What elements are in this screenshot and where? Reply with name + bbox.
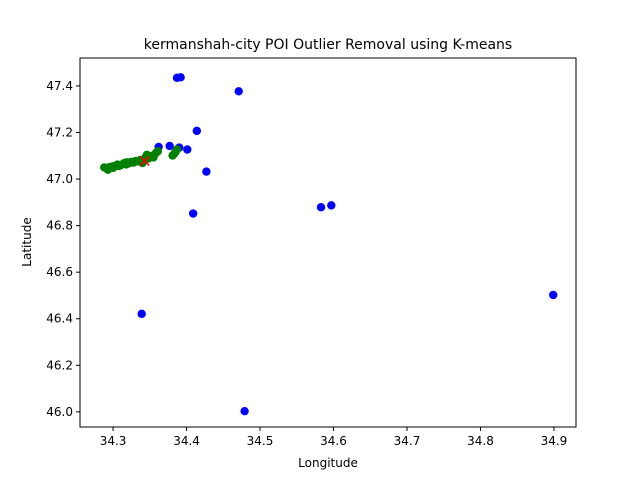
outliers-point-2: [234, 87, 243, 96]
y-axis-ticks: 46.0 46.2 46.4 46.6 46.8 47.0 47.2 47.4: [46, 79, 80, 419]
outliers-point-13: [137, 309, 146, 319]
data-marks: [100, 73, 558, 416]
outliers-point-5: [165, 141, 174, 151]
outliers-point-12: [549, 290, 558, 300]
x-axis-label: Longitude: [298, 456, 358, 470]
y-tick-label: 46.8: [46, 219, 73, 233]
x-tick-label: 34.8: [467, 434, 494, 448]
plot-frame: [79, 57, 577, 428]
y-tick-label: 47.2: [46, 125, 73, 139]
inliers-point-29: [153, 146, 163, 156]
y-tick-label: 46.0: [46, 405, 73, 419]
x-axis-ticks: 34.3 34.4 34.5 34.6 34.7 34.8 34.9: [100, 427, 568, 448]
outliers-point-8: [202, 167, 211, 176]
x-tick-label: 34.3: [100, 434, 127, 448]
y-tick-label: 47.4: [46, 79, 73, 93]
x-tick-label: 34.5: [247, 434, 274, 448]
outliers-point-11: [327, 201, 336, 210]
y-tick-label: 46.6: [46, 265, 73, 279]
outliers-point-7: [183, 145, 192, 154]
inliers-point-33: [172, 145, 182, 154]
x-tick-label: 34.6: [320, 434, 347, 448]
inliers-point-35: [122, 160, 131, 169]
outliers-point-10: [316, 203, 326, 212]
x-tick-label: 34.9: [541, 434, 568, 448]
outliers-point-1: [176, 73, 185, 82]
y-axis-label: Latitude: [20, 217, 34, 266]
outliers-point-14: [240, 406, 249, 416]
outliers-point-9: [188, 209, 198, 218]
cluster-center-marker: [139, 155, 150, 166]
outliers-point-3: [192, 126, 202, 136]
x-tick-label: 34.7: [394, 434, 421, 448]
y-tick-label: 46.4: [46, 312, 73, 326]
y-tick-label: 46.2: [46, 358, 73, 372]
inliers-point-34: [108, 163, 118, 173]
chart-title: kermanshah-city POI Outlier Removal usin…: [144, 37, 512, 53]
y-tick-label: 47.0: [46, 172, 73, 186]
x-tick-label: 34.4: [173, 434, 200, 448]
